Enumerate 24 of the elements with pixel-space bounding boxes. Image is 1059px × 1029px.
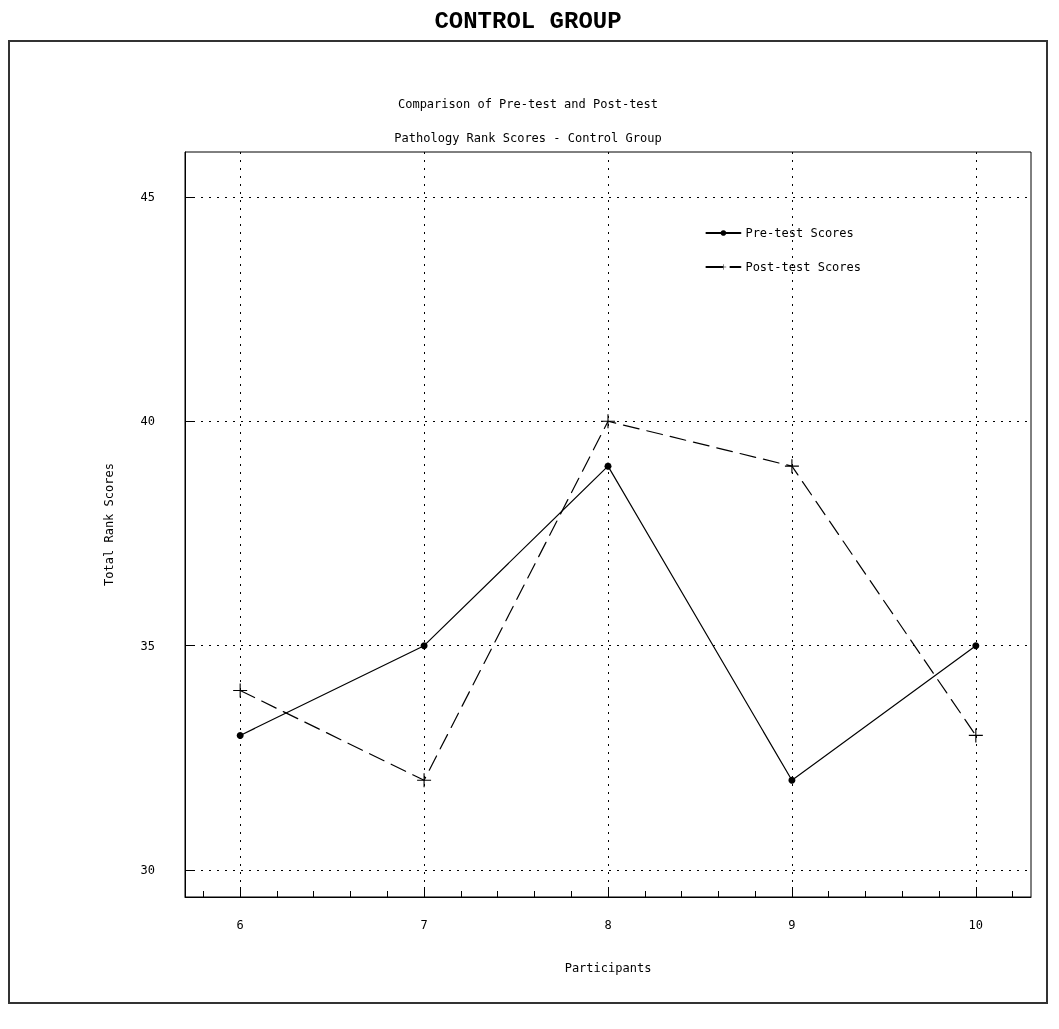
y-axis-title: Total Rank Scores [102, 463, 116, 586]
point [417, 773, 432, 788]
x-tick-label: 8 [604, 918, 612, 932]
point [233, 683, 248, 698]
point [972, 642, 980, 650]
x-tick-label: 10 [968, 918, 984, 932]
point [601, 414, 615, 429]
point [968, 728, 983, 743]
legend-label: Post-test Scores [745, 260, 861, 274]
x-tick-label: 9 [788, 918, 796, 932]
point [788, 776, 796, 784]
x-tick-label: 7 [420, 918, 428, 932]
x-axis-title: Participants [564, 961, 652, 975]
y-tick-label: 35 [140, 638, 155, 653]
point [420, 642, 428, 650]
chart-title: CONTROL GROUP [433, 8, 623, 37]
x-tick-label: 6 [236, 918, 244, 932]
text: Comparison of Pre-test and Post-test Pathology Rank Scores - Control Group [394, 97, 662, 145]
point [236, 731, 244, 739]
y-tick-label: 30 [140, 863, 155, 878]
point [784, 459, 799, 474]
y-tick-label: 45 [140, 189, 155, 204]
legend-label: Pre-test Scores [745, 226, 854, 240]
y-tick-label: 40 [140, 414, 155, 429]
